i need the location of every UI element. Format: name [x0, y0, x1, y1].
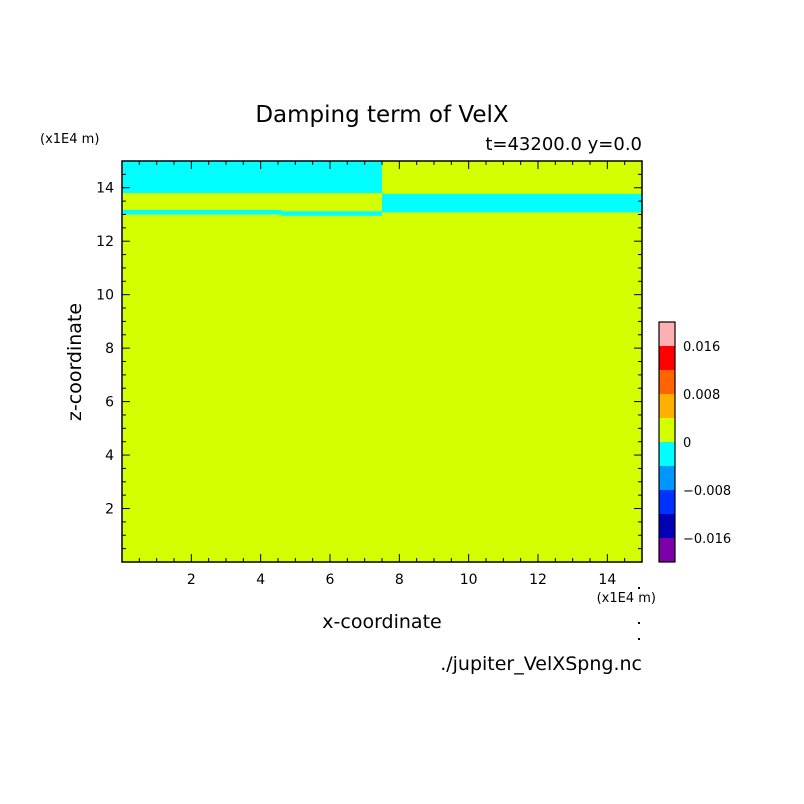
colorbar-swatch: [659, 394, 675, 418]
colorbar-swatch: [659, 322, 675, 346]
contour-region-2: [122, 209, 282, 215]
x-tick-label: 6: [326, 572, 335, 588]
y-axis-ticks: 2 4 6 8 10 12 14: [96, 173, 642, 550]
colorbar-tick-label: −0.016: [683, 532, 731, 547]
colorbar-swatch: [659, 418, 675, 442]
x-axis-label: x-coordinate: [322, 611, 441, 633]
background-level-region: [122, 161, 642, 562]
colorbar-swatch: [659, 346, 675, 370]
colorbar-swatch: [659, 490, 675, 514]
colorbar-swatch: [659, 514, 675, 538]
source-file-label: ./jupiter_VelXSpng.nc: [440, 653, 642, 675]
y-scale-note: (x1E4 m): [40, 132, 99, 147]
contour-region-3: [281, 211, 382, 216]
colorbar-swatch: [659, 466, 675, 490]
colorbar-frame: [658, 321, 676, 563]
chart-subtitle: t=43200.0 y=0.0: [485, 134, 642, 155]
colorbar-tick-label: 0.008: [683, 388, 720, 403]
colorbar-swatch: [659, 538, 675, 562]
y-tick-label: 10: [96, 288, 114, 304]
colorbar-swatch: [659, 442, 675, 466]
y-tick-label: 4: [105, 448, 114, 464]
y-tick-label: 2: [105, 502, 114, 518]
contour-region-4: [382, 193, 642, 213]
x-axis-ticks: 2 4 6 8 10 12 14: [138, 161, 626, 588]
x-tick-label: 10: [460, 572, 478, 588]
colorbar-tick-label: 0: [683, 436, 691, 451]
y-tick-label: 12: [96, 234, 114, 250]
x-scale-note: (x1E4 m): [597, 591, 656, 606]
x-tick-label: 2: [187, 572, 196, 588]
decorative-dots: [638, 587, 640, 640]
y-tick-label: 8: [105, 341, 114, 357]
x-tick-label: 14: [598, 572, 616, 588]
x-tick-label: 4: [256, 572, 265, 588]
y-tick-label: 6: [105, 395, 114, 411]
chart-title: Damping term of VelX: [255, 102, 509, 128]
colorbar: [658, 321, 676, 563]
y-tick-label: 14: [96, 181, 114, 197]
x-tick-label: 12: [529, 572, 547, 588]
colorbar-tick-labels: 0.016 0.008 0 −0.008 −0.016: [683, 340, 731, 547]
contour-region-1: [122, 161, 382, 194]
colorbar-swatch: [659, 370, 675, 394]
colorbar-tick-label: −0.008: [683, 484, 731, 499]
colorbar-tick-label: 0.016: [683, 340, 720, 355]
y-axis-label: z-coordinate: [64, 303, 86, 421]
x-tick-label: 8: [395, 572, 404, 588]
plot-area: [122, 161, 642, 562]
